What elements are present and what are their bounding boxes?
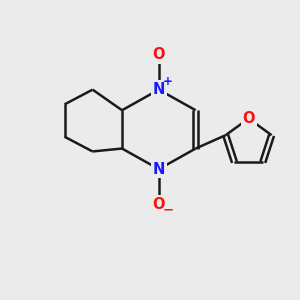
Text: O: O [242, 111, 255, 126]
Text: −: − [163, 203, 174, 216]
Text: O: O [153, 47, 165, 62]
Text: +: + [163, 75, 172, 88]
Text: O: O [153, 197, 165, 212]
Text: N: N [153, 162, 165, 177]
Text: N: N [153, 82, 165, 97]
